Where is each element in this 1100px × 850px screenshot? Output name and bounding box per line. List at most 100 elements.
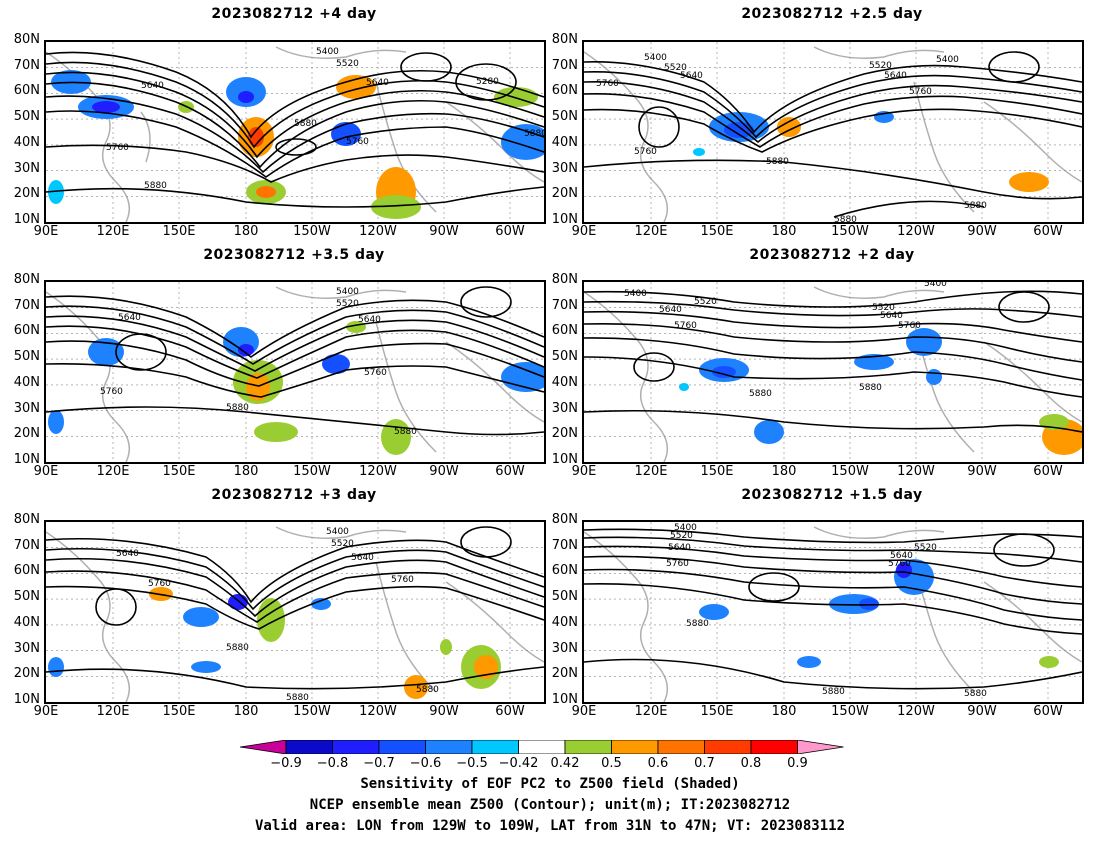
map-panel: 5400 5520 5640 5760 5400 5520 5640 5760 …	[582, 40, 1084, 224]
contour-label: 5520	[694, 297, 717, 307]
lat-tick-label: 60N	[13, 563, 40, 579]
lat-tick-label: 20N	[551, 666, 578, 682]
lon-tick-label: 90E	[33, 464, 59, 479]
lon-tick-label: 150E	[162, 464, 196, 479]
lat-tick-label: 10N	[13, 211, 40, 227]
sensitivity-shading	[48, 321, 544, 455]
lon-tick-label: 180	[233, 224, 259, 239]
map-panel-svg: 5400 5520 5640 5760 5520 5640 5760 5880 …	[584, 522, 1082, 702]
lon-tick-label: 120W	[897, 464, 935, 479]
lat-tick-label: 40N	[13, 374, 40, 390]
lon-tick-label: 180	[771, 224, 797, 239]
contour-label: 5520	[336, 59, 359, 69]
lat-tick-label: 50N	[13, 109, 40, 125]
lat-tick-label: 40N	[551, 374, 578, 390]
lon-tick-label: 150W	[293, 704, 331, 719]
panel-title: 2023082712 +1.5 day	[741, 487, 923, 503]
contour-label: 5760	[674, 321, 697, 331]
contour-label: 5640	[366, 78, 389, 88]
lon-tick-label: 90W	[429, 704, 459, 719]
lat-tick-label: 30N	[13, 160, 40, 176]
contour-label: 5760	[106, 143, 129, 153]
coastline-asia	[584, 291, 669, 462]
contour-label: 5880	[226, 403, 249, 413]
lon-tick-label: 120E	[634, 224, 668, 239]
contour-label: 5760	[898, 321, 921, 331]
lon-tick-label: 120W	[897, 704, 935, 719]
lat-tick-label: 70N	[13, 537, 40, 553]
contour-label: 5760	[909, 87, 932, 97]
colorbar-cell	[704, 740, 752, 754]
lon-tick-label: 150W	[831, 224, 869, 239]
colorbar-tick-label: −0.5	[456, 756, 488, 771]
contour-label: 5520	[336, 299, 359, 309]
lon-tick-label: 150W	[831, 464, 869, 479]
lat-tick-label: 70N	[13, 57, 40, 73]
contour-label: 5640	[884, 71, 907, 81]
lon-tick-label: 150E	[162, 224, 196, 239]
contour-label: 5880	[834, 215, 857, 222]
colorbar-tick-label: −0.8	[316, 756, 349, 771]
lon-tick-label: 150E	[700, 704, 734, 719]
contour-label: 5760	[364, 368, 387, 378]
colorbar	[240, 740, 844, 754]
colorbar-cell	[285, 740, 333, 754]
lat-tick-label: 70N	[13, 297, 40, 313]
sensitivity-shading	[693, 111, 1049, 192]
contour-label: 5400	[336, 287, 359, 297]
lat-tick-label: 10N	[551, 451, 578, 467]
lon-tick-label: 60W	[1033, 704, 1063, 719]
lat-tick-label: 30N	[13, 640, 40, 656]
contour-label: 5880	[749, 389, 772, 399]
contour-label: 5880	[686, 619, 709, 629]
panel-title: 2023082712 +2.5 day	[741, 6, 923, 22]
lat-tick-label: 60N	[13, 83, 40, 99]
lon-tick-label: 180	[233, 704, 259, 719]
contour-label: 5880	[144, 181, 167, 191]
panel-title: 2023082712 +2 day	[749, 247, 915, 263]
map-panel: 5400 5520 5640 5640 5760 5760 5880 5880 …	[44, 520, 546, 704]
lon-tick-label: 120E	[634, 704, 668, 719]
contour-label: 5640	[890, 551, 913, 561]
contour-label: 5400	[326, 527, 349, 537]
map-panel-svg: 5400 5520 5640 5760 5400 5520 5640 5760 …	[584, 282, 1082, 462]
lat-tick-label: 10N	[551, 691, 578, 707]
lon-tick-label: 150W	[293, 464, 331, 479]
contour-label: 5880	[394, 427, 417, 437]
colorbar-tick-label: −0.7	[363, 756, 395, 771]
contour-label: 5400	[644, 53, 667, 63]
lon-tick-label: 180	[771, 704, 797, 719]
z500-contours	[46, 526, 544, 690]
lat-tick-label: 40N	[551, 614, 578, 630]
lon-tick-label: 90W	[967, 704, 997, 719]
coastline-japan	[140, 111, 151, 163]
contour-label: 5880	[286, 693, 309, 702]
lon-tick-label: 60W	[495, 464, 525, 479]
lon-tick-label: 180	[233, 464, 259, 479]
lon-tick-label: 150E	[700, 464, 734, 479]
map-panel: 5400 5520 5640 5640 5760 5880 5760 5880	[44, 280, 546, 464]
contour-label: 5880	[859, 383, 882, 393]
lon-tick-label: 120E	[96, 464, 130, 479]
colorbar-tick-label: 0.7	[694, 756, 715, 771]
lat-tick-label: 40N	[13, 134, 40, 150]
lon-tick-label: 150E	[162, 704, 196, 719]
caption-line-1: Sensitivity of EOF PC2 to Z500 field (Sh…	[360, 776, 740, 792]
contour-label: 5760	[666, 559, 689, 569]
colorbar-tick-label: 0.8	[740, 756, 762, 771]
lat-tick-label: 40N	[551, 134, 578, 150]
contour-label: 5520	[914, 543, 937, 553]
lon-tick-label: 60W	[495, 224, 525, 239]
lat-tick-label: 30N	[551, 400, 578, 416]
colorbar-cell	[611, 740, 659, 754]
map-panel: 5400 5520 5640 5760 5400 5520 5640 5760 …	[582, 280, 1084, 464]
coastline-namerica	[913, 561, 1082, 693]
contour-label: 5520	[664, 63, 687, 73]
lon-tick-label: 90W	[429, 464, 459, 479]
lat-tick-label: 50N	[13, 349, 40, 365]
colorbar-tick-label: −0.6	[409, 756, 442, 771]
lat-tick-label: 80N	[551, 32, 578, 47]
coastline-alaska	[275, 526, 407, 539]
lat-tick-label: 10N	[551, 211, 578, 227]
map-panel-svg: 5400 5520 5640 5640 5760 5760 5880 5880 …	[46, 522, 544, 702]
